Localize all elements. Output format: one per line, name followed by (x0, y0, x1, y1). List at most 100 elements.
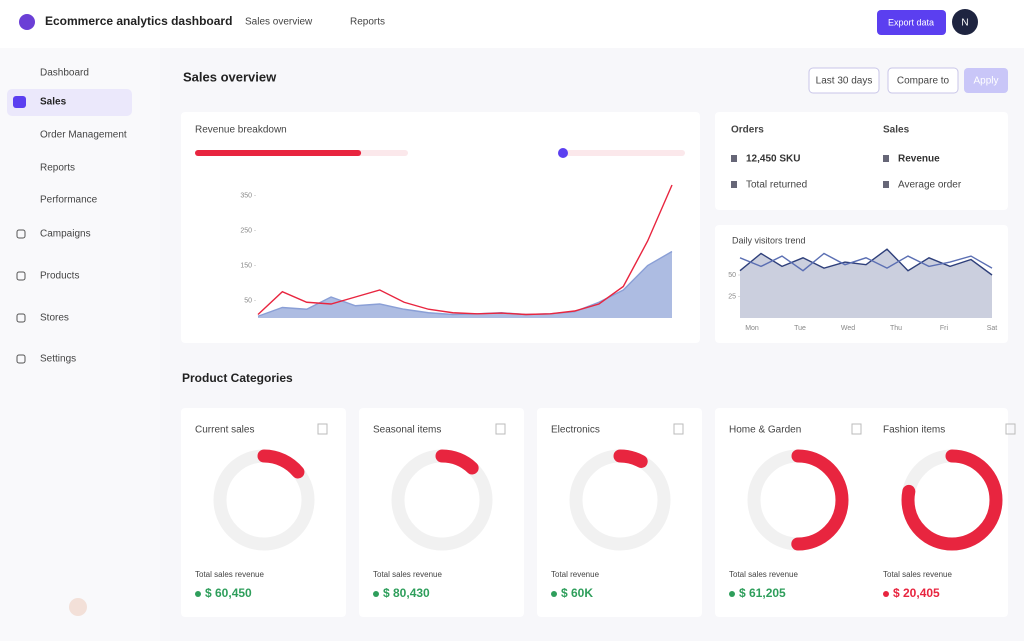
card-label: Total sales revenue (729, 570, 798, 579)
page-title: Sales overview (183, 69, 277, 84)
card-label: Total sales revenue (883, 570, 952, 579)
x-tick-label: Wed (841, 325, 855, 332)
stats-icon (731, 181, 737, 188)
category-card (715, 408, 880, 617)
item-icon (16, 271, 26, 281)
donut-arc (901, 449, 1003, 551)
line (739, 248, 993, 276)
stats-title: Orders (731, 125, 764, 136)
nav-item[interactable]: Dashboard (40, 68, 89, 79)
y-tick-label: 250 (240, 227, 252, 234)
card-menu[interactable] (495, 423, 506, 435)
x-tick-label: Tue (794, 325, 806, 332)
category-card (359, 408, 524, 617)
active-item-bg (7, 89, 132, 116)
export-label[interactable]: Export data (888, 17, 934, 27)
trend-dot (195, 591, 201, 597)
section-title: Product Categories (182, 371, 293, 385)
card-title: Home & Garden (729, 425, 801, 436)
item-icon (13, 96, 26, 108)
card-title: Current sales (195, 425, 254, 436)
action-button[interactable] (808, 67, 880, 94)
card-label: Total sales revenue (373, 570, 442, 579)
revenue-card (181, 112, 700, 343)
line (257, 184, 673, 316)
action-label[interactable]: Compare to (897, 76, 950, 87)
nav-item[interactable]: Settings (40, 354, 76, 365)
sidebar (0, 48, 160, 641)
y-tick-label: 150 (240, 262, 252, 269)
stats-card (715, 112, 1008, 210)
nav-item[interactable]: Campaigns (40, 229, 91, 240)
visitors-card (715, 225, 1008, 343)
export-button[interactable] (877, 10, 946, 35)
breadcrumb[interactable]: Sales overview (245, 17, 313, 28)
nav-item[interactable]: Stores (40, 313, 69, 324)
stats-row: Average order (898, 180, 962, 191)
action-label[interactable]: Apply (973, 76, 998, 87)
card-menu[interactable] (673, 423, 684, 435)
stats-title: Sales (883, 125, 910, 136)
y-tick-label: 50 (244, 297, 252, 304)
donut-arc (747, 449, 849, 551)
stats-row: 12,450 SKU (746, 154, 800, 165)
stats-icon (731, 155, 737, 162)
card-menu[interactable] (1005, 423, 1016, 435)
logo (19, 14, 35, 30)
avatar[interactable] (952, 9, 978, 35)
donut-arc (213, 449, 315, 551)
top-bar (0, 0, 1024, 48)
stats-icon (883, 181, 889, 188)
category-card (537, 408, 702, 617)
y-tick-label: 350 (240, 192, 252, 199)
trend-dot (729, 591, 735, 597)
card-title: Electronics (551, 425, 600, 436)
trend-dot (373, 591, 379, 597)
nav-item[interactable]: Performance (40, 195, 98, 206)
category-card (181, 408, 346, 617)
item-icon (16, 313, 26, 323)
stats-icon (883, 155, 889, 162)
x-tick-label: Sat (987, 325, 998, 332)
line (739, 252, 993, 272)
card-value: $ 61,205 (739, 586, 786, 600)
card-menu[interactable] (317, 423, 328, 435)
x-tick-label: Thu (890, 325, 902, 332)
card-label: Total sales revenue (195, 570, 264, 579)
nav-item[interactable]: Order Management (40, 130, 127, 141)
card-value: $ 80,430 (383, 586, 430, 600)
nav-item[interactable]: Products (40, 271, 79, 282)
breadcrumb[interactable]: Reports (350, 17, 385, 28)
card-value: $ 60,450 (205, 586, 252, 600)
card-menu[interactable] (851, 423, 862, 435)
x-tick-label: Fri (940, 325, 949, 332)
y-tick-label: 25 (728, 293, 736, 300)
trend-dot (883, 591, 889, 597)
y-tick-label: 50 (728, 272, 736, 279)
item-icon (16, 229, 26, 239)
app-title: Ecommerce analytics dashboard (45, 14, 232, 28)
donut-arc (569, 449, 671, 551)
action-button[interactable] (964, 68, 1008, 93)
line (257, 250, 673, 317)
card-label: Total revenue (551, 570, 600, 579)
nav-item[interactable]: Sales (40, 97, 67, 108)
chart-title: Daily visitors trend (732, 235, 806, 245)
slider-knob[interactable] (558, 148, 568, 158)
action-label[interactable]: Last 30 days (816, 76, 873, 87)
user-icon[interactable] (69, 598, 87, 616)
item-icon (16, 354, 26, 364)
slider-track[interactable] (560, 150, 685, 156)
stats-row: Revenue (898, 154, 940, 165)
card-title: Fashion items (883, 425, 945, 436)
stats-row: Total returned (746, 180, 807, 191)
area (258, 251, 672, 318)
donut-arc (391, 449, 493, 551)
x-tick-label: Mon (745, 325, 759, 332)
avatar-initial: N (961, 18, 968, 29)
card-value: $ 20,405 (893, 586, 940, 600)
card-title: Revenue breakdown (195, 125, 287, 136)
action-button[interactable] (887, 67, 959, 94)
nav-item[interactable]: Reports (40, 163, 75, 174)
